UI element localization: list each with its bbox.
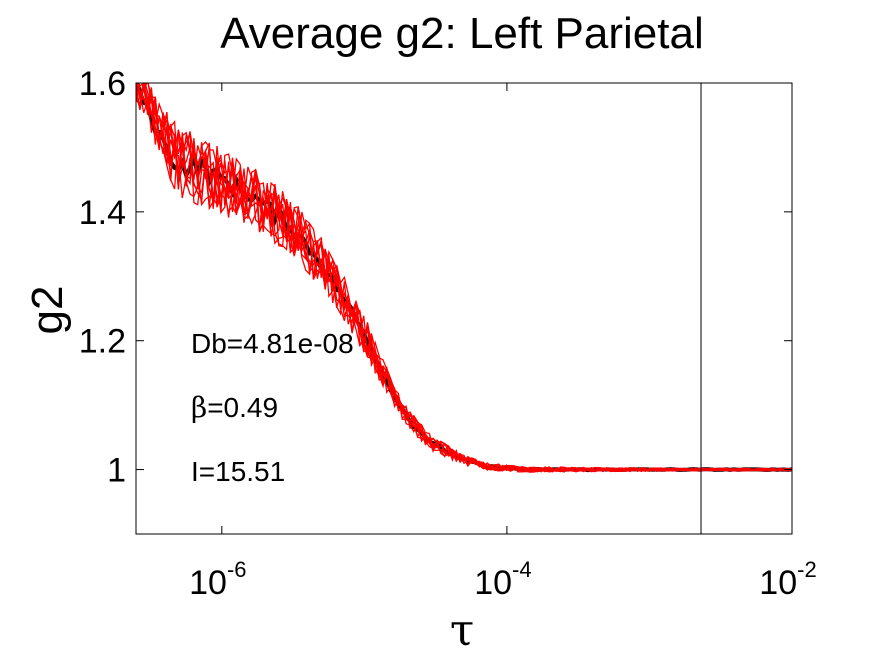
annotation-i: I=15.51 (191, 456, 285, 487)
y-tick-label: 1 (107, 452, 126, 490)
annotation-beta-value: =0.49 (207, 392, 278, 423)
x-tick-label: 10-4 (474, 557, 531, 602)
data-series-line (136, 83, 792, 473)
x-axis-label: τ (450, 605, 474, 656)
plot-frame (135, 82, 793, 535)
x-tick-label: 10-6 (189, 557, 246, 602)
chart-title: Average g2: Left Parietal (220, 9, 704, 58)
y-axis-ticks: 1 1.2 1.4 1.6 (79, 65, 792, 490)
x-tick-label: 10-2 (759, 557, 816, 602)
annotation-beta: β=0.49 (191, 391, 278, 424)
y-tick-label: 1.6 (79, 65, 126, 103)
series-layer (136, 83, 792, 473)
y-axis-label: g2 (23, 286, 72, 335)
annotation-db: Db=4.81e-08 (191, 328, 354, 359)
y-tick-label: 1.4 (79, 194, 126, 232)
y-tick-label: 1.2 (79, 323, 126, 361)
x-axis-ticks: 10-6 10-4 10-2 (189, 83, 817, 602)
beta-symbol: β (191, 391, 207, 424)
data-series-line (136, 83, 792, 473)
